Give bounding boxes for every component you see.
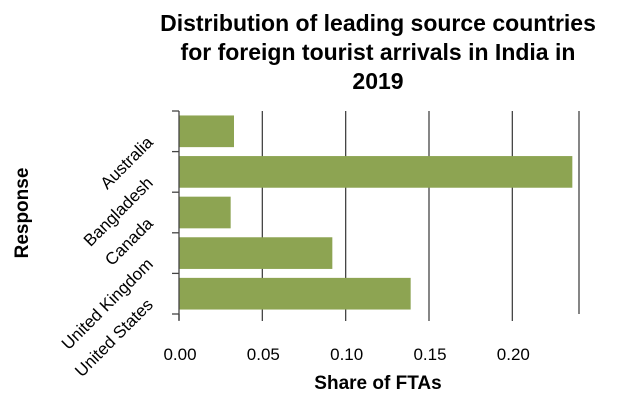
x-tick-label-0: 0.00 — [163, 345, 196, 364]
x-tick-label-2: 0.10 — [330, 345, 363, 364]
x-tick-labels: 0.00 0.05 0.10 0.15 0.20 — [163, 345, 529, 364]
chart-title-line-3: 2019 — [352, 68, 403, 94]
axes — [172, 110, 513, 321]
bar-bangladesh — [179, 156, 573, 188]
chart-title-line-1: Distribution of leading source countries — [160, 10, 596, 36]
x-axis-title: Share of FTAs — [314, 373, 441, 394]
x-tick-label-1: 0.05 — [247, 345, 280, 364]
bar-united-kingdom — [179, 237, 333, 269]
bar-canada — [179, 196, 231, 229]
bar-australia — [179, 115, 234, 148]
x-tick-label-4: 0.20 — [497, 345, 530, 364]
chart-title: Distribution of leading source countries… — [160, 10, 596, 94]
chart-title-line-2: for foreign tourist arrivals in India in — [181, 39, 576, 65]
plot-area: 0.00 0.05 0.10 0.15 0.20 AustraliaBangladesh… — [58, 110, 580, 381]
x-tick-label-3: 0.15 — [413, 345, 446, 364]
y-axis-title: Response — [12, 168, 33, 259]
bar-united-states — [179, 277, 411, 310]
bars — [179, 115, 573, 310]
